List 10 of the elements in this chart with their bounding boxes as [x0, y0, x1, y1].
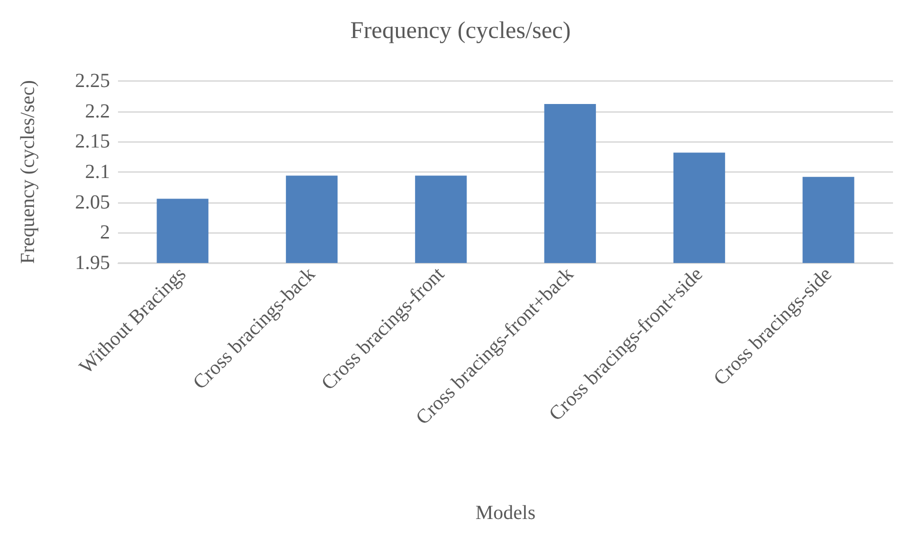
y-tick-label: 2 — [100, 222, 110, 244]
y-tick-label: 2.1 — [85, 161, 110, 183]
y-tick-label: 1.95 — [75, 252, 110, 274]
chart-title: Frequency (cycles/sec) — [350, 18, 571, 44]
y-tick-label: 2.25 — [75, 70, 110, 92]
y-tick-label: 2.15 — [75, 130, 110, 153]
y-axis-title: Frequency (cycles/sec) — [17, 80, 39, 264]
y-tick-label: 2.2 — [85, 100, 110, 122]
x-axis-title: Models — [476, 502, 536, 524]
y-tick-label: 2.05 — [75, 191, 110, 214]
